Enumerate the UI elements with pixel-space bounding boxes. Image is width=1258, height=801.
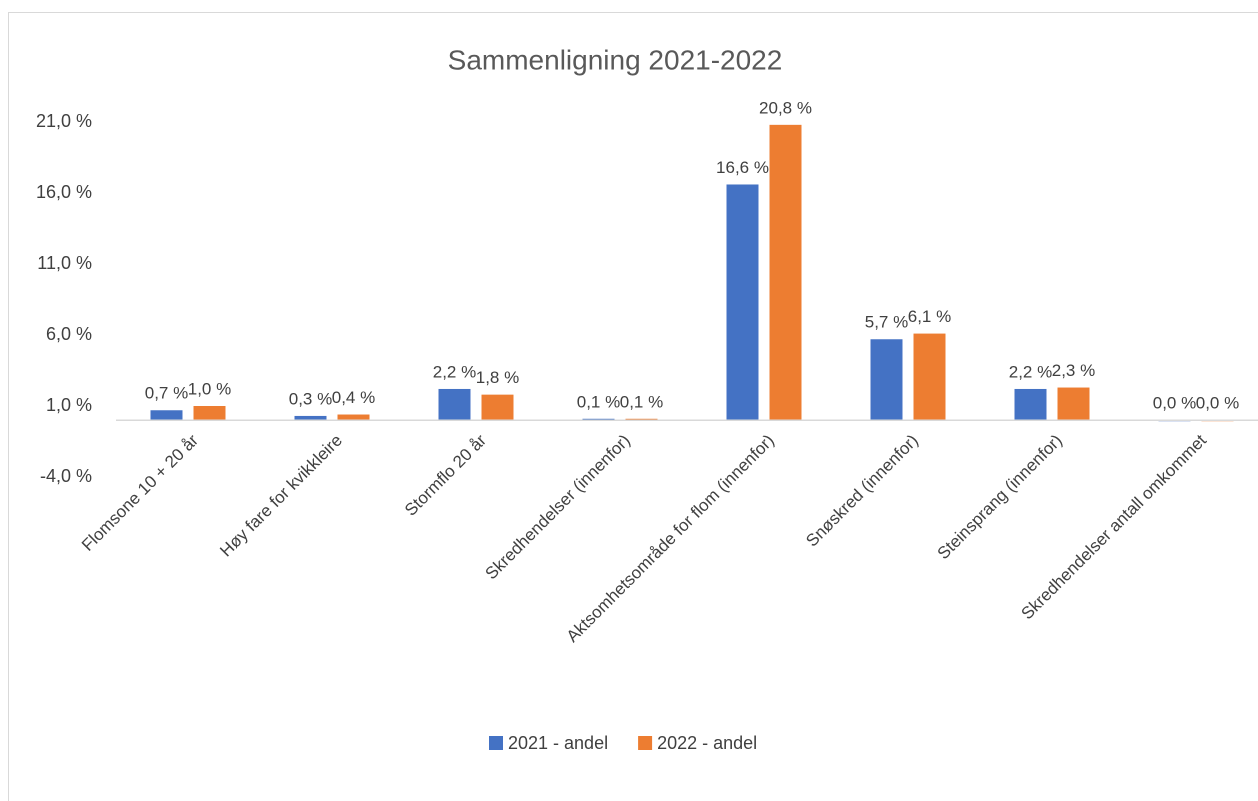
- y-tick-label: -4,0 %: [40, 466, 92, 486]
- data-label: 1,8 %: [476, 368, 519, 387]
- y-tick-label: 21,0 %: [36, 111, 92, 131]
- data-label: 5,7 %: [865, 313, 908, 332]
- bar: [913, 333, 946, 421]
- bar: [337, 414, 370, 421]
- bar: [1014, 388, 1047, 421]
- data-label: 2,3 %: [1052, 361, 1095, 380]
- legend-label: 2021 - andel: [508, 733, 608, 753]
- y-tick-label: 16,0 %: [36, 182, 92, 202]
- data-label: 0,3 %: [289, 389, 332, 408]
- bar: [726, 184, 759, 421]
- bar: [481, 394, 514, 421]
- bar: [294, 415, 327, 421]
- chart-title: Sammenligning 2021-2022: [448, 44, 783, 75]
- bar: [769, 124, 802, 421]
- data-label: 1,0 %: [188, 379, 231, 398]
- y-tick-label: 6,0 %: [46, 324, 92, 344]
- data-label: 2,2 %: [433, 362, 476, 381]
- data-label: 0,1 %: [620, 392, 663, 411]
- legend-label: 2022 - andel: [657, 733, 757, 753]
- data-label: 6,1 %: [908, 307, 951, 326]
- bar: [438, 388, 471, 421]
- legend-swatch: [638, 736, 653, 750]
- bar: [1057, 387, 1090, 421]
- data-label: 0,7 %: [145, 384, 188, 403]
- legend-swatch: [489, 736, 503, 750]
- data-label: 0,0 %: [1153, 394, 1196, 413]
- data-label: 20,8 %: [759, 98, 812, 117]
- data-label: 0,0 %: [1196, 394, 1239, 413]
- y-tick-label: 1,0 %: [46, 395, 92, 415]
- data-label: 0,1 %: [577, 392, 620, 411]
- bar: [150, 410, 183, 421]
- bar: [193, 406, 226, 421]
- data-label: 2,2 %: [1009, 362, 1052, 381]
- data-label: 16,6 %: [716, 158, 769, 177]
- data-label: 0,4 %: [332, 388, 375, 407]
- bar: [870, 339, 903, 421]
- y-tick-label: 11,0 %: [37, 253, 92, 273]
